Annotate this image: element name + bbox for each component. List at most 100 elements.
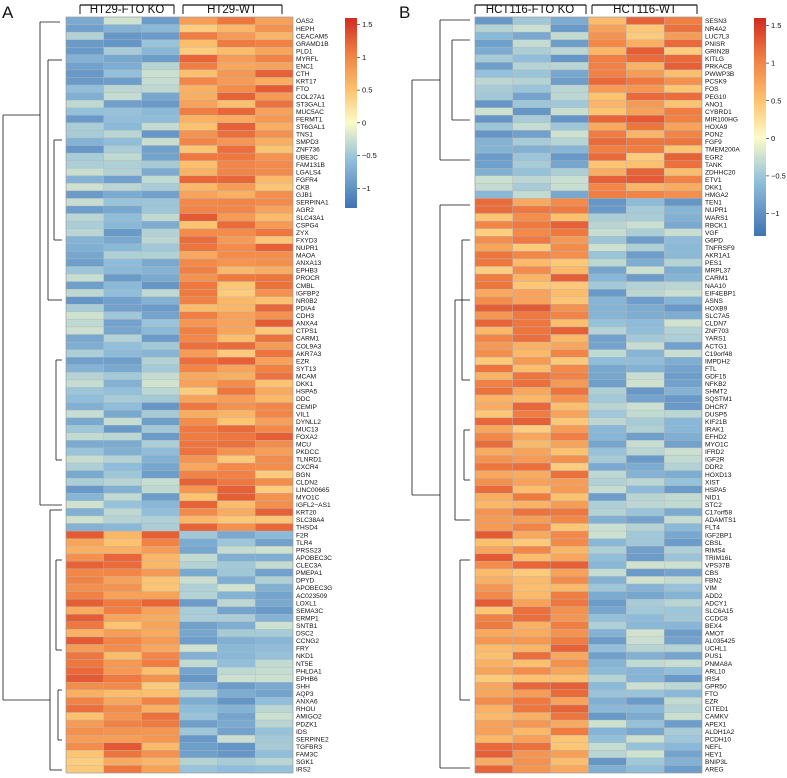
gene-label: CEMIP bbox=[296, 404, 317, 411]
gene-label: FERMT1 bbox=[296, 116, 323, 123]
heatmap-cell bbox=[588, 735, 627, 743]
heatmap-cell bbox=[512, 122, 551, 131]
heatmap-cell bbox=[141, 115, 180, 124]
heatmap-cell bbox=[103, 546, 142, 554]
heatmap-cell bbox=[588, 591, 627, 600]
heatmap-cell bbox=[103, 750, 142, 759]
row-labels-b: SESN3NR4A2LUC7L3PNISRGRIN2BKITLGPRKACBPW… bbox=[705, 18, 740, 773]
gene-label: SLC6A15 bbox=[705, 608, 734, 615]
heatmap-cell bbox=[103, 485, 142, 494]
gene-label: CEACAM5 bbox=[296, 33, 328, 40]
gene-label: ST3GAL1 bbox=[296, 101, 325, 108]
heatmap-cell bbox=[217, 583, 256, 592]
heatmap-cell bbox=[217, 288, 256, 297]
heatmap-cell bbox=[663, 568, 703, 577]
heatmap-cell bbox=[179, 614, 218, 622]
heatmap-cell bbox=[141, 583, 180, 592]
heatmap-cell bbox=[663, 228, 703, 237]
heatmap-cell bbox=[65, 251, 105, 260]
heatmap-cell bbox=[588, 576, 627, 585]
gene-label: FTO bbox=[296, 86, 309, 93]
heatmap-cell bbox=[663, 137, 703, 146]
heatmap-cell bbox=[626, 24, 665, 33]
heatmap-cell bbox=[254, 349, 294, 358]
heatmap-cell bbox=[254, 326, 294, 335]
heatmap-cell bbox=[663, 576, 703, 585]
heatmap-cell bbox=[65, 704, 105, 713]
gene-label: NUPR1 bbox=[705, 207, 728, 214]
heatmap-cell bbox=[103, 621, 142, 630]
heatmap-cell bbox=[65, 39, 105, 48]
heatmap-cell bbox=[512, 689, 551, 698]
gene-label: DYNLL2 bbox=[296, 419, 321, 426]
heatmap-cell bbox=[626, 84, 665, 93]
gene-label: DSC2 bbox=[296, 631, 314, 638]
gene-label: COL27A1 bbox=[296, 94, 325, 101]
gene-label: SERPINE2 bbox=[296, 736, 329, 743]
heatmap-cell bbox=[588, 258, 627, 267]
heatmap-cell bbox=[588, 205, 627, 214]
heatmap-cell bbox=[588, 757, 627, 766]
heatmap-cell bbox=[65, 288, 105, 297]
gene-label: YARS1 bbox=[705, 336, 726, 343]
heatmap-cell bbox=[103, 145, 142, 154]
gene-label: AMOT bbox=[705, 631, 724, 638]
heatmap-cell bbox=[512, 674, 551, 683]
heatmap-cell bbox=[626, 213, 665, 222]
heatmap-cell bbox=[65, 614, 105, 622]
heatmap-cell bbox=[550, 152, 589, 161]
heatmap-cell bbox=[254, 470, 294, 479]
heatmap-cell bbox=[588, 425, 627, 433]
gene-label: DDR2 bbox=[705, 464, 723, 471]
group-label-b-wt: HCT116-WT bbox=[613, 4, 677, 16]
heatmap-cell bbox=[626, 727, 665, 736]
heatmap-cell bbox=[663, 432, 703, 441]
heatmap-cell bbox=[663, 500, 703, 509]
row-labels-a: OAS2HEPHCEACAM5GRAMD1BPLD1MYRFLENC1CTHKR… bbox=[296, 18, 332, 773]
heatmap-cell bbox=[217, 77, 256, 86]
heatmap-cell bbox=[103, 553, 142, 562]
heatmap-cell bbox=[474, 281, 514, 290]
heatmap-cell bbox=[179, 530, 218, 539]
heatmap-cell bbox=[550, 636, 589, 645]
heatmap-cell bbox=[179, 115, 218, 124]
heatmap-cell bbox=[103, 349, 142, 358]
heatmap-cell bbox=[141, 183, 180, 192]
heatmap-cell bbox=[474, 137, 514, 146]
heatmap-cell bbox=[512, 183, 551, 192]
heatmap-cell bbox=[626, 425, 665, 433]
heatmap-cell bbox=[254, 719, 294, 728]
heatmap-cell bbox=[179, 243, 218, 252]
heatmap-cell bbox=[626, 311, 665, 320]
heatmap-cell bbox=[588, 364, 627, 373]
heatmap-cell bbox=[474, 470, 514, 479]
heatmap-cell bbox=[512, 704, 551, 713]
heatmap-cell bbox=[474, 220, 514, 229]
heatmap-cell bbox=[512, 273, 551, 282]
heatmap-cell bbox=[512, 598, 551, 607]
gene-label: FBN2 bbox=[705, 578, 722, 585]
heatmap-cell bbox=[65, 311, 105, 320]
heatmap-cell bbox=[179, 357, 218, 365]
heatmap-cell bbox=[254, 115, 294, 124]
heatmap-cell bbox=[65, 735, 105, 743]
heatmap-cell bbox=[103, 409, 142, 418]
heatmap-cell bbox=[217, 447, 256, 456]
heatmap-cell bbox=[512, 145, 551, 154]
heatmap-cell bbox=[179, 750, 218, 759]
heatmap-cell bbox=[65, 553, 105, 562]
heatmap-cell bbox=[588, 561, 627, 570]
heatmap-cell bbox=[550, 137, 589, 146]
heatmap-cell bbox=[217, 251, 256, 260]
heatmap-cell bbox=[65, 583, 105, 592]
heatmap-cell bbox=[512, 379, 551, 388]
gene-label: HSPA5 bbox=[296, 389, 317, 396]
heatmap-cell bbox=[254, 750, 294, 759]
heatmap-cell bbox=[179, 485, 218, 494]
gene-label: ST6GAL1 bbox=[296, 124, 325, 131]
gene-label: MCAM bbox=[296, 374, 316, 381]
heatmap-cell bbox=[512, 417, 551, 426]
heatmap-cell bbox=[588, 16, 627, 25]
heatmap-cell bbox=[550, 621, 589, 630]
heatmap-cell bbox=[550, 719, 589, 728]
